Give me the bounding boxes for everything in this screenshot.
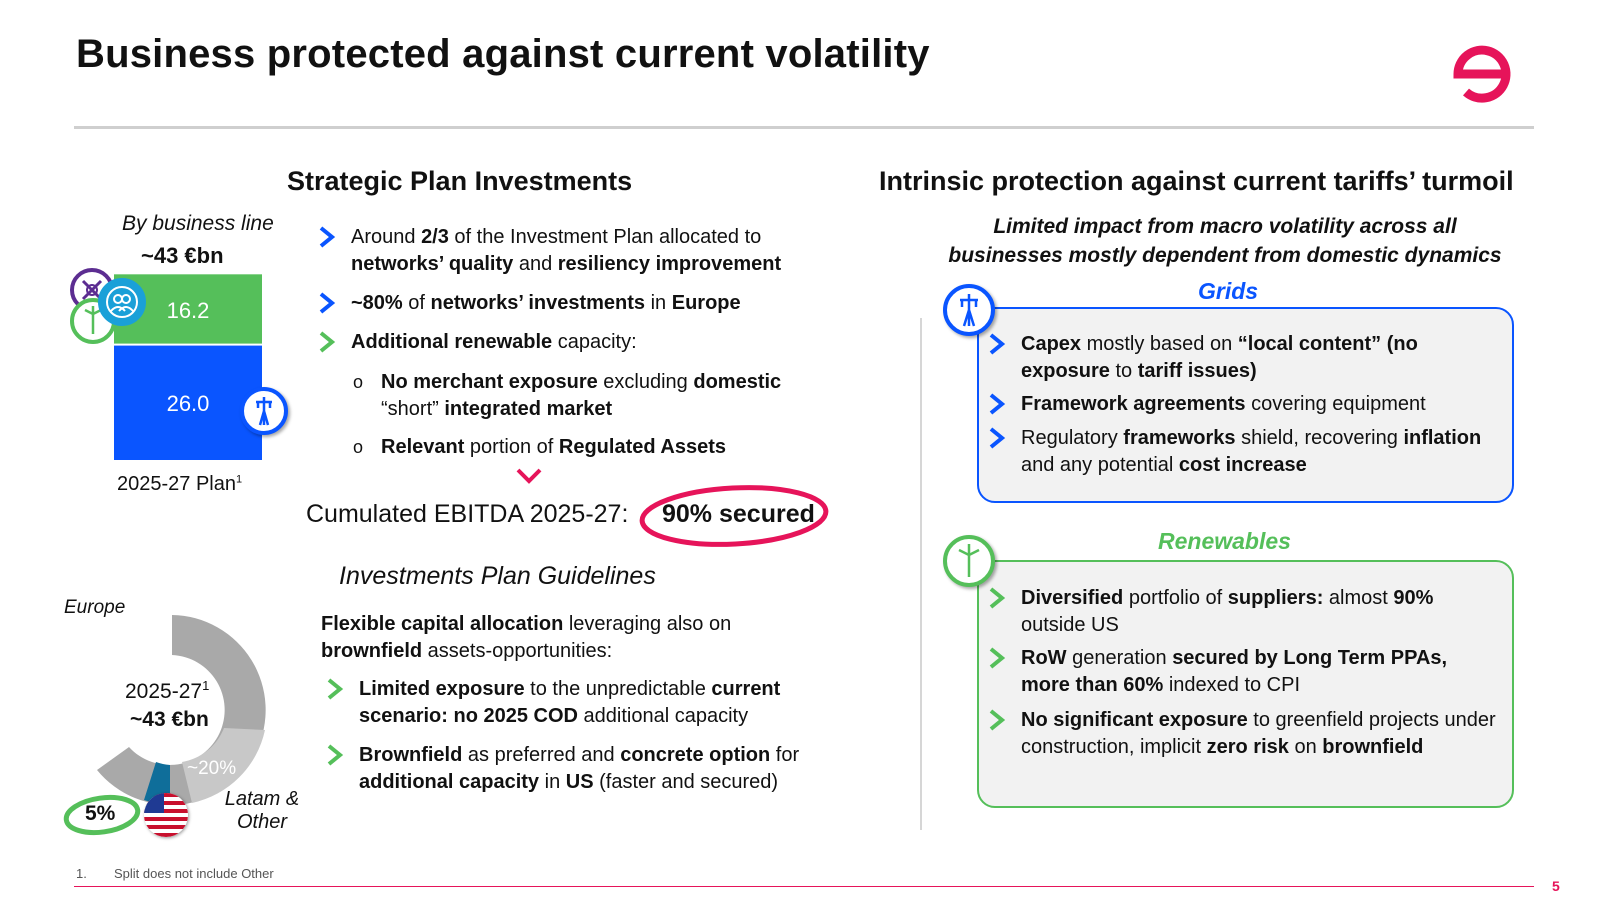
- enel-logo-icon: [1444, 38, 1516, 110]
- guidelines-intro: Flexible capital allocation leveraging a…: [321, 613, 732, 662]
- guideline-brownfield: Brownfield as preferred and concrete opt…: [327, 742, 839, 796]
- sub-bullet-regulated: o Relevant portion of Regulated Assets: [353, 436, 726, 458]
- grids-title: Grids: [1198, 278, 1259, 304]
- donut-latam-slice: [182, 728, 265, 803]
- grid-pylon-icon: [943, 284, 995, 336]
- chevron-down-icon: [516, 468, 542, 484]
- right-section-title: Intrinsic protection against current tar…: [879, 166, 1514, 196]
- vertical-divider: [920, 318, 922, 830]
- bar-networks: [114, 345, 262, 460]
- wind-turbine-icon: [943, 535, 995, 587]
- guideline-limited-exposure: Limited exposure to the unpredictable cu…: [327, 676, 829, 730]
- donut-europe-pct: ~75%: [110, 628, 160, 649]
- bar-total-label: ~43 €bn: [141, 243, 224, 268]
- customers-icon: [98, 278, 146, 326]
- footnote: 1. Split does not include Other: [76, 866, 274, 881]
- bullet-networks-europe: ~80% of networks’ investments in Europe: [319, 290, 821, 317]
- renew-bullet-row: RoW generation secured by Long Term PPAs…: [989, 645, 1496, 699]
- donut-us-pct: 5%: [85, 802, 116, 825]
- highlight-circle: [639, 485, 829, 547]
- investment-bar-chart: 16.2 26.0: [114, 274, 262, 460]
- grid-pylon-icon: [240, 387, 288, 435]
- renewables-title: Renewables: [1158, 528, 1291, 554]
- guidelines-title: Investments Plan Guidelines: [339, 562, 656, 590]
- left-section-title: Strategic Plan Investments: [287, 166, 633, 196]
- grids-bullet-capex: Capex mostly based on “local content” (n…: [989, 331, 1491, 385]
- page-number: 5: [1552, 878, 1560, 894]
- right-subtitle: Limited impact from macro volatility acr…: [948, 215, 1502, 267]
- bullet-networks-quality: Around 2/3 of the Investment Plan alloca…: [319, 224, 821, 278]
- grids-box: [977, 307, 1514, 503]
- sub-bullet-merchant: o No merchant exposure excluding domesti…: [353, 371, 782, 420]
- donut-center-total: ~43 €bn: [130, 708, 209, 731]
- header-divider: [74, 126, 1534, 129]
- us-flag-icon: [144, 793, 188, 837]
- bullet-renewable-capacity: Additional renewable capacity:: [319, 329, 821, 356]
- bar-networks-value: 26.0: [167, 391, 210, 416]
- plan-label: 2025-27 Plan1: [117, 473, 243, 495]
- by-business-line-label: By business line: [122, 212, 274, 235]
- grids-bullet-framework: Framework agreements covering equipment: [989, 391, 1491, 418]
- page-title: Business protected against current volat…: [76, 32, 930, 76]
- us-highlight-circle: [63, 794, 141, 836]
- grids-bullet-regulatory: Regulatory frameworks shield, recovering…: [989, 425, 1491, 479]
- renew-bullet-exposure: No significant exposure to greenfield pr…: [989, 707, 1496, 761]
- bar-renewables-value: 16.2: [167, 298, 210, 323]
- renewables-box: [977, 560, 1514, 808]
- ebitda-label: Cumulated EBITDA 2025-27:: [306, 500, 629, 528]
- donut-latam-pct: ~20%: [187, 758, 237, 779]
- donut-center-year: 2025-271: [125, 678, 210, 703]
- ebitda-value: 90% secured: [662, 500, 815, 528]
- footer-divider: [74, 886, 1534, 887]
- donut-europe-label: Europe: [64, 597, 126, 618]
- donut-latam-label: Latam & Other: [224, 788, 300, 833]
- renew-bullet-diversified: Diversified portfolio of suppliers: almo…: [989, 585, 1496, 639]
